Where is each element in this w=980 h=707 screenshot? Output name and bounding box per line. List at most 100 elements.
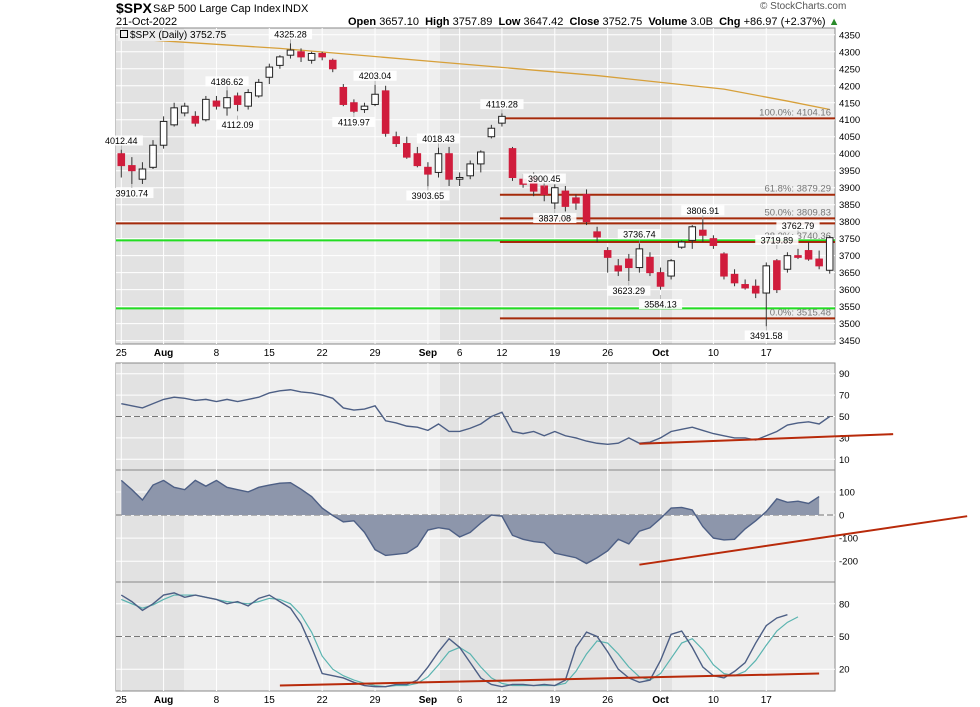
candle-body xyxy=(709,238,718,246)
candle-body xyxy=(371,93,379,105)
annotation-box xyxy=(681,205,725,216)
candle-body xyxy=(392,136,400,145)
open-value: 3657.10 xyxy=(379,16,419,28)
fib-level-label: 61.8%: 3879.29 xyxy=(764,184,831,195)
ohlc-readout: Open 3657.10 High 3757.89 Low 3647.42 Cl… xyxy=(348,16,839,28)
price-x-axis-label: 10 xyxy=(708,348,720,359)
price-x-axis-label: 29 xyxy=(369,348,381,359)
annotation-label: 4012.44 xyxy=(105,136,138,146)
candle-body xyxy=(477,151,485,165)
annotation-box xyxy=(533,213,577,224)
candle-body xyxy=(741,284,749,289)
candle-body xyxy=(381,90,390,134)
annotation-box xyxy=(744,330,788,341)
candle-body xyxy=(582,193,591,223)
stoch-x-axis-label: 12 xyxy=(496,695,508,706)
price-y-tick-label: 3800 xyxy=(839,217,860,228)
rsi-line xyxy=(121,389,831,446)
price-y-tick-label: 4350 xyxy=(839,30,860,41)
close-label: Close xyxy=(569,16,600,28)
symbol-title: $SPX xyxy=(116,0,152,16)
fib-level-label: 0.0%: 3515.48 xyxy=(770,307,831,318)
candle-body xyxy=(646,256,654,274)
stoch-k-line xyxy=(120,592,788,688)
candle-body xyxy=(508,148,517,179)
candle-body xyxy=(254,81,263,97)
candle-body xyxy=(402,143,411,158)
cci-y-tick-label: 100 xyxy=(839,487,855,498)
price-y-tick-label: 4200 xyxy=(839,81,860,92)
annotation-label: 3584.13 xyxy=(644,300,677,310)
volume-value: 3.0B xyxy=(690,16,713,28)
price-y-tick-label: 3850 xyxy=(839,200,860,211)
candle-body xyxy=(138,168,147,180)
annotation-label: 3903.65 xyxy=(412,191,445,201)
candle-body xyxy=(424,166,432,175)
stoch-x-axis-label: 8 xyxy=(214,695,220,706)
candle-body xyxy=(561,190,570,207)
candle-body xyxy=(212,100,221,107)
stoch-x-axis-label: 22 xyxy=(317,695,329,706)
candle-body xyxy=(762,265,771,294)
annotation-box xyxy=(215,119,260,130)
candle-body xyxy=(720,253,728,277)
price-x-axis-label: Aug xyxy=(154,348,173,359)
annotation-label: 3910.74 xyxy=(116,189,149,199)
candle-body xyxy=(667,260,675,277)
up-arrow-icon: ▲ xyxy=(828,16,840,28)
annotation-label: 4325.28 xyxy=(274,30,307,40)
annotation-box xyxy=(607,285,651,296)
annotation-label: 4112.09 xyxy=(222,120,254,130)
candle-body xyxy=(804,250,813,260)
candle-body xyxy=(498,115,506,124)
stoch-x-axis-label: Sep xyxy=(419,695,437,706)
rsi-trendline xyxy=(639,433,894,445)
stoch-y-tick-label: 50 xyxy=(839,632,850,643)
candle-body xyxy=(180,105,189,114)
annotation-box xyxy=(416,133,461,144)
fib-level-label: 100.0%: 4104.16 xyxy=(759,107,831,118)
candle-body xyxy=(202,98,210,121)
stoch-y-tick-label: 20 xyxy=(839,665,850,676)
candle-body xyxy=(614,265,623,272)
stoch-x-axis-label: 15 xyxy=(264,695,276,706)
annotation-box xyxy=(110,188,154,199)
annotation-box xyxy=(406,190,450,201)
price-y-tick-label: 3900 xyxy=(839,183,860,194)
price-x-axis-label: 17 xyxy=(761,348,773,359)
candle-body xyxy=(466,163,474,177)
price-y-tick-label: 4300 xyxy=(839,47,860,58)
candle-body xyxy=(551,187,559,204)
annotation-box xyxy=(205,76,249,87)
candle-body xyxy=(455,177,464,180)
chg-label: Chg xyxy=(719,16,741,28)
annotation-box xyxy=(776,220,820,231)
annotation-box xyxy=(522,173,566,184)
stoch-trendline xyxy=(279,672,820,687)
candle-body xyxy=(625,258,633,269)
price-y-tick-label: 4050 xyxy=(839,132,860,143)
price-y-tick-label: 3750 xyxy=(839,234,860,245)
price-y-tick-label: 3650 xyxy=(839,268,860,279)
price-y-tick-label: 3550 xyxy=(839,302,860,313)
cci-line xyxy=(120,479,820,565)
annotation-box xyxy=(480,99,524,110)
price-y-tick-label: 3500 xyxy=(839,319,860,330)
price-panel-shade xyxy=(116,28,184,344)
legend-swatch-icon xyxy=(120,30,128,38)
price-y-tick-label: 4000 xyxy=(839,149,860,160)
annotation-label: 3762.79 xyxy=(782,221,815,231)
price-panel-shade xyxy=(440,28,672,344)
annotation-box xyxy=(638,299,683,310)
candle-body xyxy=(350,102,358,112)
candle-body xyxy=(656,272,665,287)
annotation-box xyxy=(268,29,313,40)
annotation-box xyxy=(99,135,143,146)
candle-body xyxy=(688,226,697,241)
annotation-label: 3719.89 xyxy=(761,235,794,245)
candle-body xyxy=(223,97,231,109)
candle-body xyxy=(318,52,326,58)
candle-body xyxy=(276,56,284,66)
candle-body xyxy=(170,107,178,126)
candle-body xyxy=(328,59,337,70)
